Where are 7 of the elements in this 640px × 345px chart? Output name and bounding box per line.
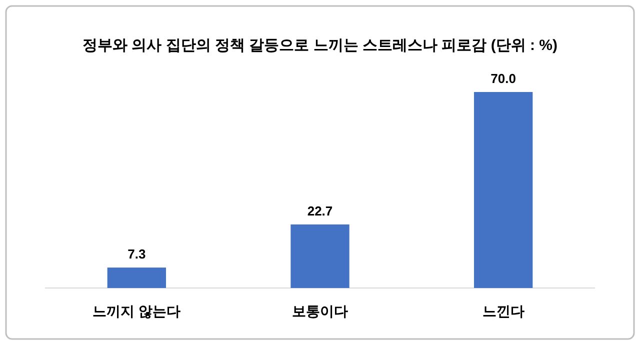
x-tick-label: 느낀다 [482,303,524,319]
x-tick-label: 보통이다 [292,303,348,319]
x-tick-label: 느끼지 않는다 [92,303,181,319]
chart-title: 정부와 의사 집단의 정책 갈등으로 느끼는 스트레스나 피로감 (단위 : %) [82,37,558,54]
data-label: 22.7 [307,203,333,218]
data-label: 7.3 [128,246,146,262]
data-label: 70.0 [490,71,516,86]
